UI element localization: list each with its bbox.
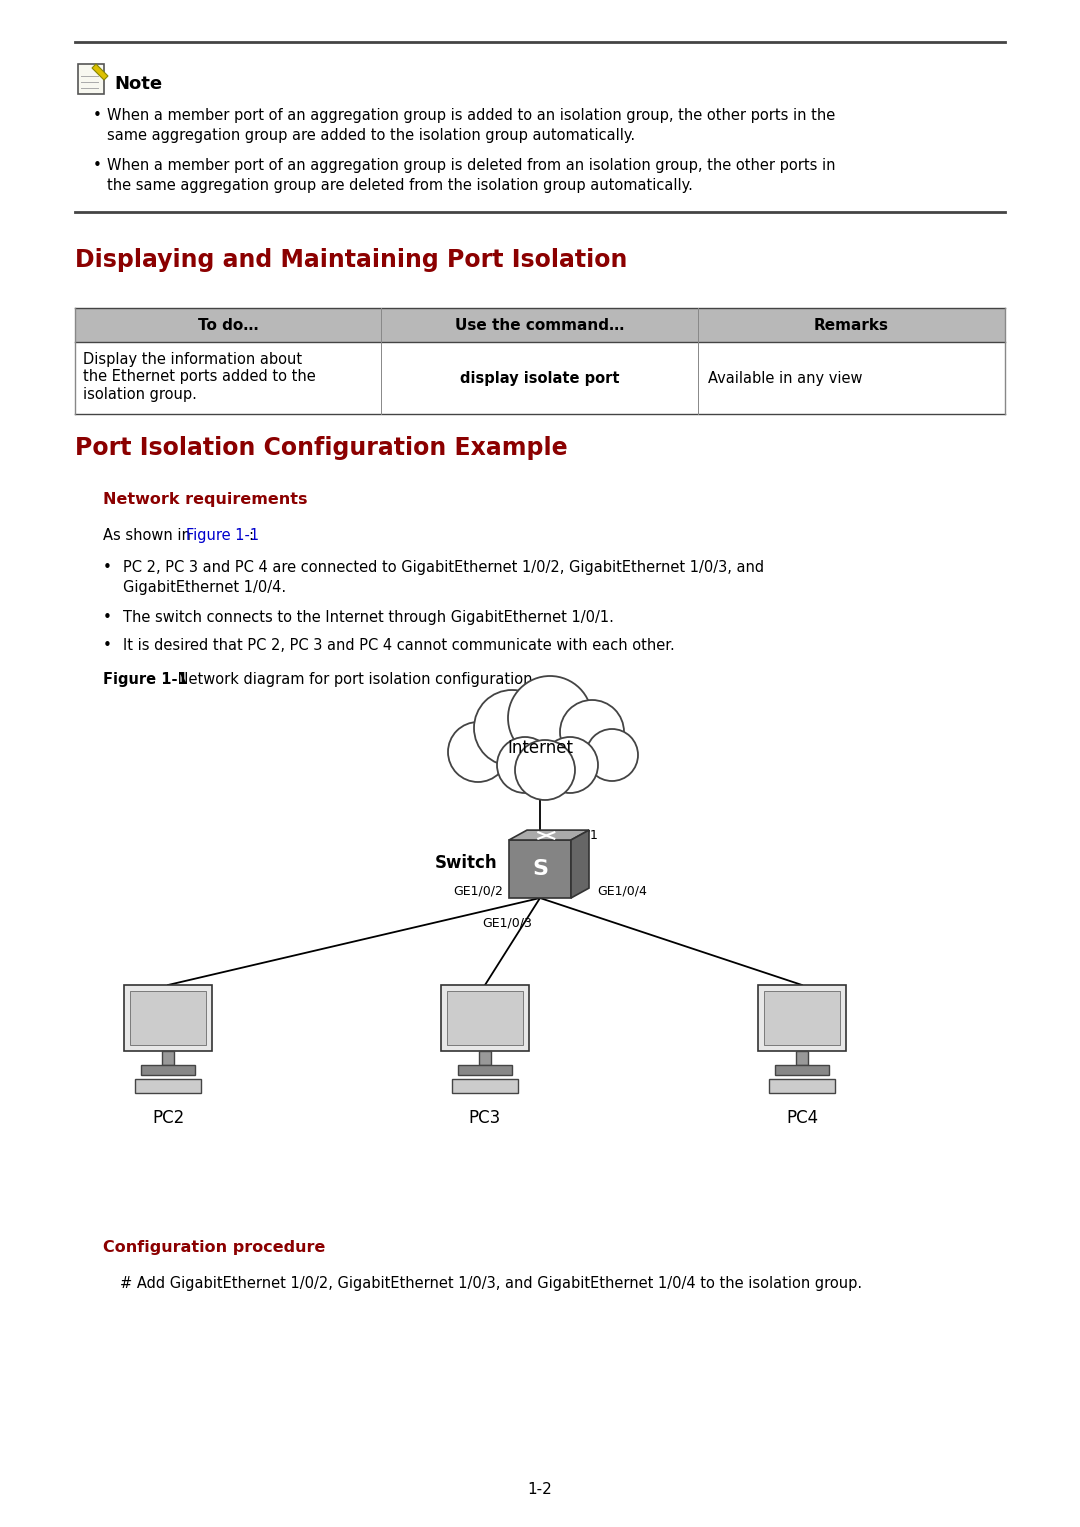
Text: Display the information about
the Ethernet ports added to the
isolation group.: Display the information about the Ethern…: [83, 353, 315, 402]
FancyBboxPatch shape: [447, 991, 523, 1044]
Text: GigabitEthernet 1/0/4.: GigabitEthernet 1/0/4.: [123, 580, 286, 596]
Text: Configuration procedure: Configuration procedure: [103, 1240, 325, 1255]
Circle shape: [508, 676, 592, 760]
FancyBboxPatch shape: [78, 64, 104, 95]
Text: •: •: [103, 609, 112, 625]
Circle shape: [586, 728, 638, 780]
FancyBboxPatch shape: [769, 1080, 835, 1093]
Text: Available in any view: Available in any view: [708, 371, 863, 385]
FancyBboxPatch shape: [796, 1051, 808, 1064]
Text: •: •: [93, 108, 102, 124]
Polygon shape: [571, 831, 589, 898]
Text: Figure 1-1: Figure 1-1: [186, 528, 259, 544]
Text: display isolate port: display isolate port: [460, 371, 619, 385]
Circle shape: [474, 690, 550, 767]
FancyBboxPatch shape: [758, 985, 846, 1051]
Text: •: •: [103, 638, 112, 654]
FancyBboxPatch shape: [458, 1064, 512, 1075]
Text: GE1/0/2: GE1/0/2: [454, 884, 503, 898]
Text: Network diagram for port isolation configuration: Network diagram for port isolation confi…: [173, 672, 532, 687]
FancyBboxPatch shape: [75, 308, 1005, 342]
Text: the same aggregation group are deleted from the isolation group automatically.: the same aggregation group are deleted f…: [107, 179, 693, 192]
Text: S: S: [532, 860, 548, 880]
Circle shape: [497, 738, 553, 793]
Text: Remarks: Remarks: [814, 318, 889, 333]
Circle shape: [515, 741, 575, 800]
FancyBboxPatch shape: [141, 1064, 195, 1075]
Circle shape: [561, 699, 624, 764]
Text: Network requirements: Network requirements: [103, 492, 308, 507]
Text: The switch connects to the Internet through GigabitEthernet 1/0/1.: The switch connects to the Internet thro…: [123, 609, 613, 625]
Text: same aggregation group are added to the isolation group automatically.: same aggregation group are added to the …: [107, 128, 635, 144]
Text: It is desired that PC 2, PC 3 and PC 4 cannot communicate with each other.: It is desired that PC 2, PC 3 and PC 4 c…: [123, 638, 675, 654]
FancyBboxPatch shape: [135, 1080, 201, 1093]
FancyBboxPatch shape: [162, 1051, 174, 1064]
Text: GE1/0/3: GE1/0/3: [482, 916, 532, 928]
FancyBboxPatch shape: [124, 985, 212, 1051]
Text: Port Isolation Configuration Example: Port Isolation Configuration Example: [75, 437, 568, 460]
Circle shape: [448, 722, 508, 782]
Text: Displaying and Maintaining Port Isolation: Displaying and Maintaining Port Isolatio…: [75, 247, 627, 272]
Text: PC 2, PC 3 and PC 4 are connected to GigabitEthernet 1/0/2, GigabitEthernet 1/0/: PC 2, PC 3 and PC 4 are connected to Gig…: [123, 560, 765, 576]
FancyBboxPatch shape: [453, 1080, 518, 1093]
Text: GE1/0/4: GE1/0/4: [597, 884, 647, 898]
FancyBboxPatch shape: [764, 991, 840, 1044]
FancyBboxPatch shape: [775, 1064, 829, 1075]
Text: PC4: PC4: [786, 1109, 818, 1127]
Text: PC2: PC2: [152, 1109, 184, 1127]
Polygon shape: [92, 64, 108, 79]
Text: Use the command…: Use the command…: [455, 318, 624, 333]
Text: When a member port of an aggregation group is added to an isolation group, the o: When a member port of an aggregation gro…: [107, 108, 835, 124]
FancyBboxPatch shape: [480, 1051, 491, 1064]
Text: As shown in: As shown in: [103, 528, 195, 544]
Text: 1-2: 1-2: [528, 1483, 552, 1498]
Text: When a member port of an aggregation group is deleted from an isolation group, t: When a member port of an aggregation gro…: [107, 157, 836, 173]
Text: :: :: [248, 528, 253, 544]
Text: •: •: [93, 157, 102, 173]
Text: Switch: Switch: [434, 854, 497, 872]
Circle shape: [542, 738, 598, 793]
Text: To do…: To do…: [198, 318, 258, 333]
Text: GE1/0/1: GE1/0/1: [548, 828, 598, 841]
Polygon shape: [509, 831, 589, 840]
Text: # Add GigabitEthernet 1/0/2, GigabitEthernet 1/0/3, and GigabitEthernet 1/0/4 to: # Add GigabitEthernet 1/0/2, GigabitEthe…: [120, 1277, 862, 1290]
Text: Internet: Internet: [507, 739, 573, 757]
Text: Note: Note: [114, 75, 162, 93]
Text: •: •: [103, 560, 112, 576]
FancyBboxPatch shape: [509, 840, 571, 898]
FancyBboxPatch shape: [441, 985, 529, 1051]
FancyBboxPatch shape: [130, 991, 206, 1044]
Text: PC3: PC3: [469, 1109, 501, 1127]
Text: Figure 1-1: Figure 1-1: [103, 672, 188, 687]
